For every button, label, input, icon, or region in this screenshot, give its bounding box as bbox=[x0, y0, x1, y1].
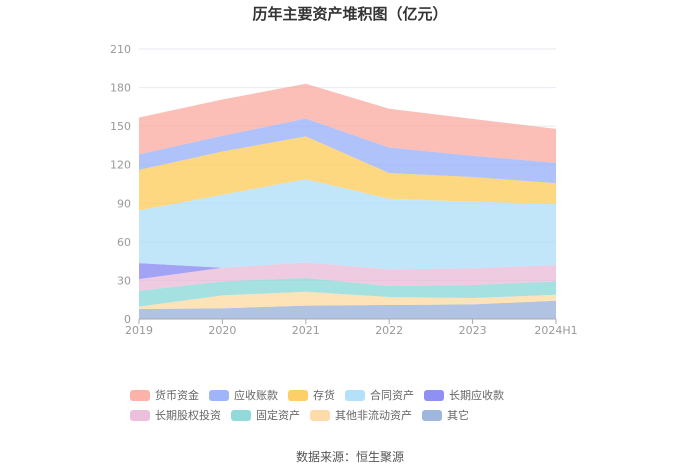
x-tick-label: 2024H1 bbox=[534, 324, 577, 337]
legend-item[interactable]: 货币资金 bbox=[130, 388, 199, 402]
x-tick-label: 2021 bbox=[292, 324, 320, 337]
legend-label: 其它 bbox=[447, 409, 469, 422]
area-series-0 bbox=[139, 83, 556, 163]
legend-swatch bbox=[130, 409, 150, 421]
legend-item[interactable]: 长期股权投资 bbox=[130, 408, 221, 422]
legend-item[interactable]: 应收账款 bbox=[209, 388, 278, 402]
legend-swatch bbox=[231, 409, 251, 421]
legend-label: 存货 bbox=[313, 389, 335, 402]
x-tick-label: 2022 bbox=[375, 324, 403, 337]
area-series-5 bbox=[139, 262, 556, 291]
legend-label: 长期应收款 bbox=[449, 389, 504, 402]
x-tick-label: 2019 bbox=[125, 324, 153, 337]
legend-swatch bbox=[288, 389, 308, 401]
legend-label: 应收账款 bbox=[234, 389, 278, 402]
y-tick-label: 120 bbox=[110, 159, 131, 172]
legend-label: 其他非流动资产 bbox=[335, 409, 412, 422]
legend-label: 固定资产 bbox=[256, 409, 300, 422]
legend: 货币资金 应收账款 存货 合同资产 长期应收款长期股权投资 固定资产 其他非流动资产 其它 bbox=[130, 388, 590, 428]
area-series-3 bbox=[139, 179, 556, 270]
legend-swatch bbox=[422, 409, 442, 421]
legend-item[interactable]: 长期应收款 bbox=[424, 388, 504, 402]
area-series-7 bbox=[139, 291, 556, 309]
y-tick-label: 0 bbox=[124, 313, 131, 326]
legend-swatch bbox=[209, 389, 229, 401]
legend-label: 长期股权投资 bbox=[155, 409, 221, 422]
x-tick-label: 2020 bbox=[208, 324, 236, 337]
legend-item[interactable]: 固定资产 bbox=[231, 408, 300, 422]
legend-swatch bbox=[424, 389, 444, 401]
stacked-area-chart: 0 30 60 90 120 150 180 210 2019 2020 2021 2022 2023 2… bbox=[110, 43, 578, 337]
legend-item[interactable]: 其他非流动资产 bbox=[310, 408, 412, 422]
legend-label: 货币资金 bbox=[155, 389, 199, 402]
y-tick-label: 30 bbox=[117, 274, 131, 287]
y-tick-label: 90 bbox=[117, 197, 131, 210]
legend-swatch bbox=[310, 409, 330, 421]
area-series-2 bbox=[139, 136, 556, 211]
x-tick-label: 2023 bbox=[459, 324, 487, 337]
legend-item[interactable]: 其它 bbox=[422, 408, 469, 422]
area-series-8 bbox=[139, 300, 556, 319]
y-tick-label: 150 bbox=[110, 120, 131, 133]
legend-item[interactable]: 合同资产 bbox=[345, 388, 414, 402]
legend-item[interactable]: 存货 bbox=[288, 388, 335, 402]
y-tick-label: 60 bbox=[117, 236, 131, 249]
legend-swatch bbox=[345, 389, 365, 401]
area-series-1 bbox=[139, 118, 556, 184]
legend-swatch bbox=[130, 389, 150, 401]
legend-label: 合同资产 bbox=[370, 389, 414, 402]
y-tick-label: 180 bbox=[110, 82, 131, 95]
area-series-6 bbox=[139, 277, 556, 307]
y-tick-label: 210 bbox=[110, 43, 131, 56]
data-source: 数据来源：恒生聚源 bbox=[295, 450, 404, 464]
chart-title: 历年主要资产堆积图（亿元） bbox=[252, 5, 448, 23]
